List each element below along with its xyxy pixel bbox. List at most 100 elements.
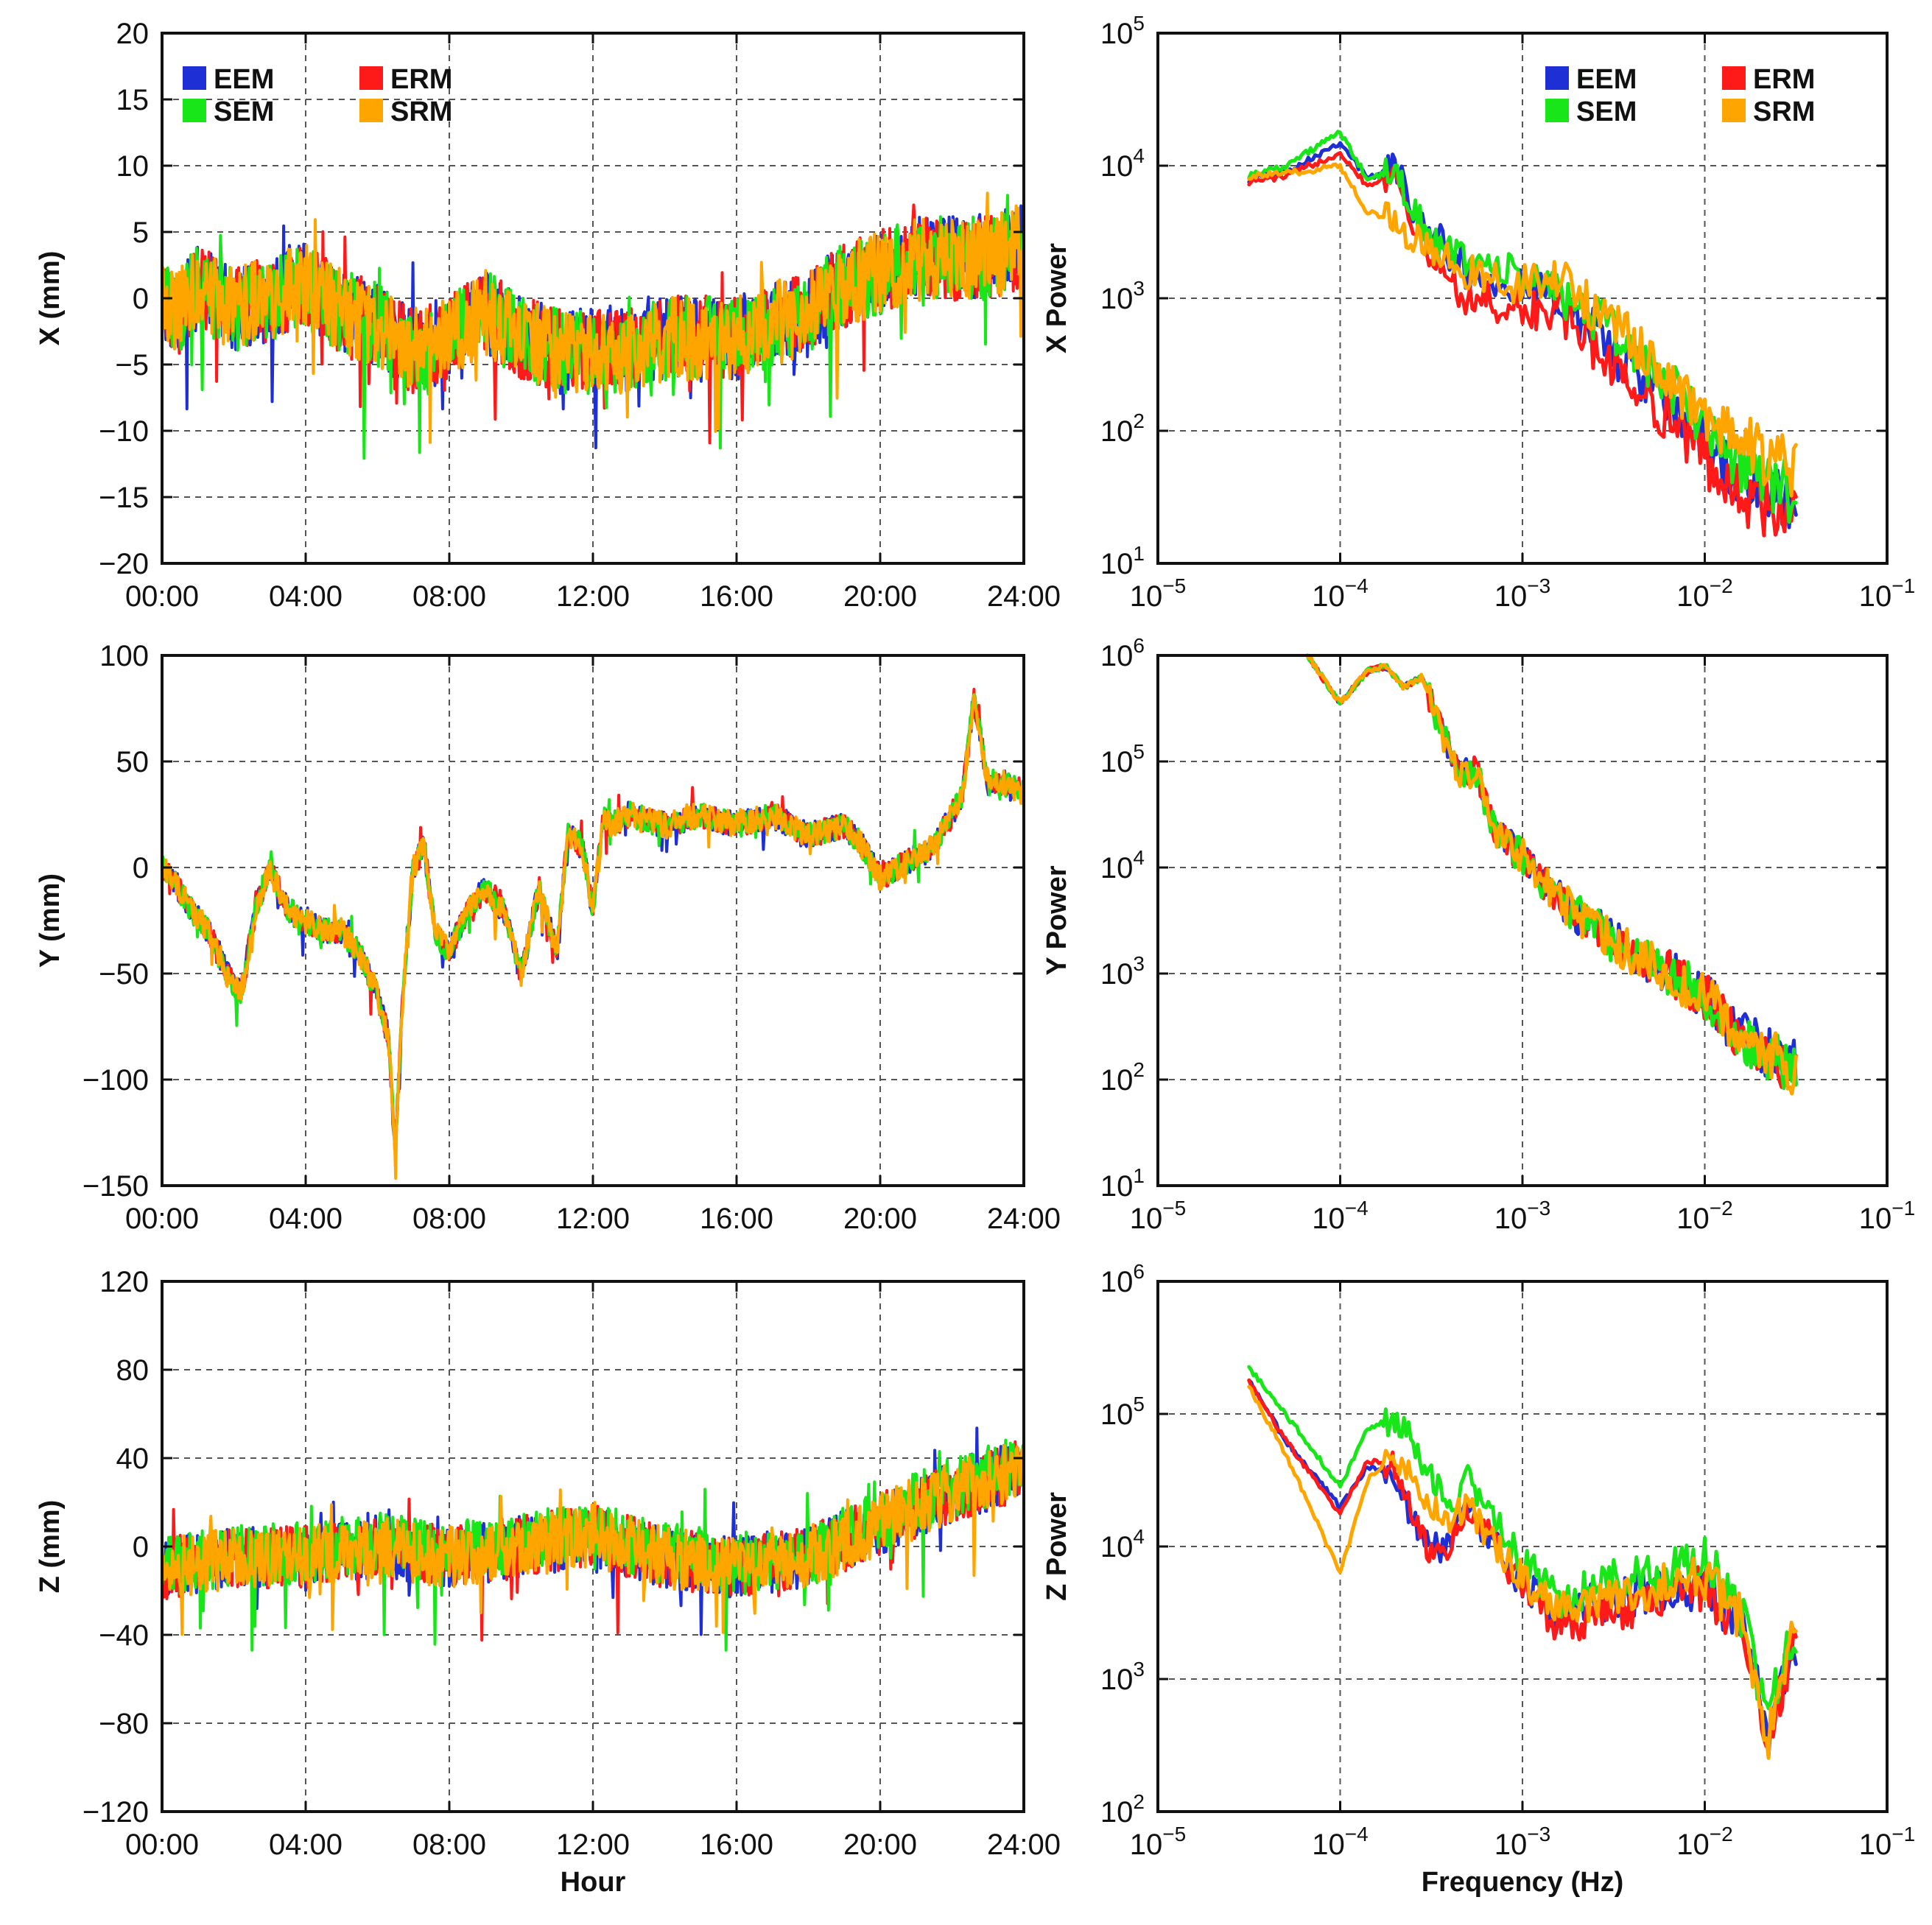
x-tick-label: 20:00 [843,1203,917,1235]
x-tick-label: 04:00 [269,1203,343,1235]
series-group [161,1426,1025,1652]
legend-swatch-sem [183,99,206,122]
y-tick-label: 102 [1100,1790,1145,1829]
series-group [161,191,1025,460]
series-group [161,688,1025,1180]
y-tick-label: 15 [116,84,150,116]
y-tick-label: −10 [99,415,149,448]
x-tick-label: 16:00 [700,1203,773,1235]
x-axis-title: Hour [561,1867,626,1898]
y-axis-title: Z (mm) [35,1500,66,1594]
x-tick-label: 04:00 [269,580,343,613]
x-tick-label: 10−3 [1494,574,1550,613]
y-axis-title: X Power [1041,243,1072,353]
series-line-srm [1247,1384,1798,1760]
legend-swatch-erm [359,66,383,90]
y-tick-label: 106 [1100,1260,1145,1298]
y-tick-label: 105 [1100,1393,1145,1431]
x-tick-label: 24:00 [987,580,1061,613]
x-tick-label: 24:00 [987,1829,1061,1861]
y-tick-label: 50 [116,746,150,778]
y-tick-label: 104 [1100,1525,1145,1563]
y-tick-label: 0 [133,852,149,884]
y-tick-label: 104 [1100,846,1145,884]
x-tick-label: 12:00 [556,1829,630,1861]
x-tick-label: 16:00 [700,580,773,613]
x-tick-label: 10−5 [1130,1197,1186,1235]
x-tick-label: 10−5 [1130,1823,1186,1861]
y-tick-label: 105 [1100,12,1145,50]
y-tick-label: −100 [82,1064,149,1097]
legend-label-sem: SEM [1576,96,1637,127]
series-line-srm [1305,653,1798,1096]
y-tick-label: 103 [1100,952,1145,990]
y-tick-label: 80 [116,1354,150,1387]
x-tick-label: 04:00 [269,1829,343,1861]
x-tick-label: 10−5 [1130,574,1186,613]
y-tick-label: −50 [99,958,149,990]
y-tick-label: 104 [1100,144,1145,183]
y-axis-title: Y (mm) [35,873,66,968]
series-line-erm [1247,151,1798,538]
legend-label-sem: SEM [214,96,274,127]
legend: EEM ERM SEM SRM [1545,64,1815,127]
y-tick-label: −80 [99,1708,149,1740]
y-tick-label: 105 [1100,740,1145,778]
panel-x-power: 10−5 10−4 10−3 10−2 10−1 101 102 103 104 105 X Pow… [1041,12,1915,613]
y-tick-label: 40 [116,1443,150,1475]
x-tick-label: 20:00 [843,1829,917,1861]
x-tick-label: 10−2 [1676,1197,1732,1235]
y-tick-label: −150 [82,1170,149,1203]
legend-label-srm: SRM [1753,96,1815,127]
series-group [1305,653,1798,1096]
y-tick-label: 10 [116,150,150,183]
x-tick-label: 10−3 [1494,1197,1550,1235]
y-tick-label: 102 [1100,1058,1145,1097]
x-tick-label: 10−1 [1859,574,1915,613]
x-tick-label: 16:00 [700,1829,773,1861]
y-tick-label: 0 [133,1531,149,1563]
series-line-srm [161,191,1025,444]
x-tick-label: 10−2 [1676,574,1732,613]
x-tick-label: 00:00 [125,1829,199,1861]
x-tick-label: 12:00 [556,1203,630,1235]
y-tick-label: 103 [1100,1658,1145,1696]
series-line-srm [161,694,1025,1180]
legend-swatch-srm [1722,99,1746,122]
x-tick-label: 10−1 [1859,1197,1915,1235]
y-tick-label: 20 [116,18,150,50]
x-tick-label: 00:00 [125,580,199,613]
x-tick-label: 08:00 [412,1829,486,1861]
x-tick-label: 24:00 [987,1203,1061,1235]
y-tick-label: 106 [1100,634,1145,672]
x-tick-label: 12:00 [556,580,630,613]
legend-label-eem: EEM [214,64,274,95]
panel-z-power: 10−5 10−4 10−3 10−2 10−1 102 103 104 105 106 Z Pow… [1041,1260,1915,1898]
y-tick-label: 101 [1100,1164,1145,1203]
legend-label-eem: EEM [1576,64,1637,95]
x-tick-label: 10−4 [1312,1823,1368,1861]
y-tick-label: −5 [115,349,149,381]
legend-swatch-eem [183,66,206,90]
legend-label-erm: ERM [1753,64,1815,95]
panel-y-power: 10−5 10−4 10−3 10−2 10−1 101 102 103 104 105 106 Y … [1041,634,1915,1235]
y-tick-label: 0 [133,283,149,315]
legend-swatch-srm [359,99,383,122]
y-axis-title: Z Power [1041,1492,1072,1601]
y-tick-label: −120 [82,1796,149,1829]
y-tick-label: 100 [99,640,149,672]
panel-y-time: 00:00 04:00 08:00 12:00 16:00 20:00 24:00 −150 −… [35,640,1061,1235]
panel-z-time: 00:00 04:00 08:00 12:00 16:00 20:00 24:00 −120 −… [35,1266,1061,1898]
x-axis-title: Frequency (Hz) [1422,1867,1623,1898]
y-tick-label: 102 [1100,409,1145,448]
legend-swatch-erm [1722,66,1746,90]
x-tick-label: 00:00 [125,1203,199,1235]
x-tick-label: 20:00 [843,580,917,613]
x-tick-label: 10−1 [1859,1823,1915,1861]
y-tick-label: 120 [99,1266,149,1298]
y-tick-label: −40 [99,1619,149,1652]
y-tick-label: 103 [1100,277,1145,315]
series-group [1247,1365,1798,1760]
panel-x-time: 00:00 04:00 08:00 12:00 16:00 20:00 24:00 −20 −1… [35,18,1061,613]
